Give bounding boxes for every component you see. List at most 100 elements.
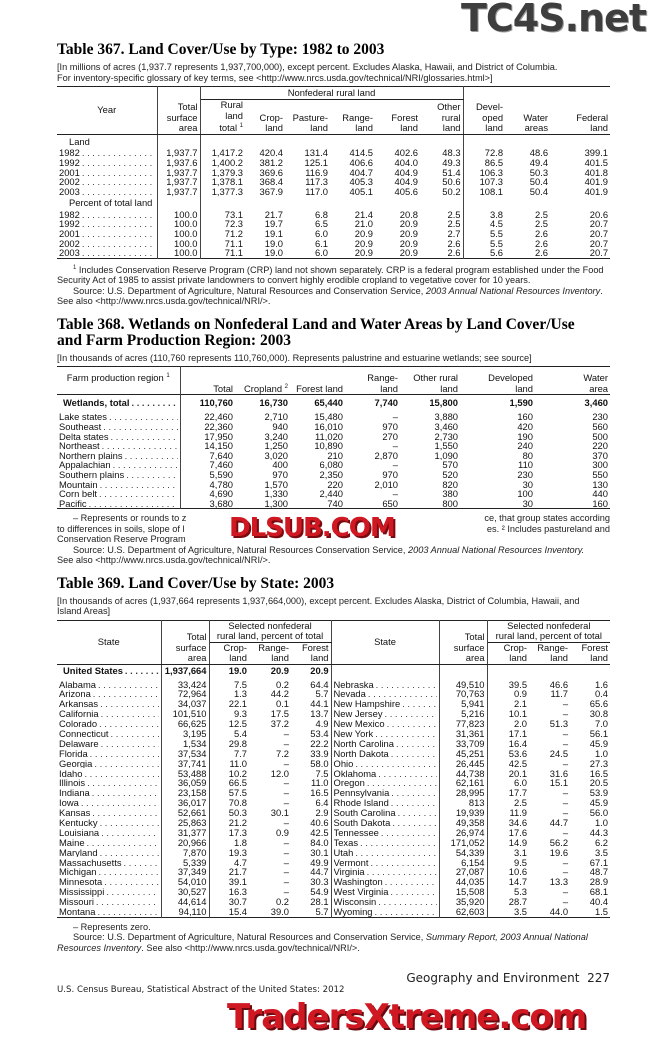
table-cell: – <box>283 778 289 789</box>
row-label-wrap: Mountain. . . . . . . . . . . . . . . . … <box>59 480 178 490</box>
table-row: Florida. . . . . . . . . . . . . . . . .… <box>57 748 610 759</box>
row-label-wrap: Georgia. . . . . . . . . . . . . . . . .… <box>59 759 159 769</box>
row-label: North Carolina. . . . . . . . . . . . . … <box>331 738 440 749</box>
table-row: Appalachian. . . . . . . . . . . . . . .… <box>57 460 610 470</box>
table-cell: 20.8 <box>399 209 418 220</box>
table-cell: 404.9 <box>394 167 418 178</box>
source-link[interactable]: . See also <http://www.nrcs.usda.gov/tec… <box>57 285 603 307</box>
dot-leader: . . . . . . . . . . . . . . . . . . . . … <box>366 867 437 878</box>
table-cell: 7.0 <box>594 718 609 729</box>
row-label: Northeast. . . . . . . . . . . . . . . .… <box>57 441 181 451</box>
table-367-note: [In millions of acres (1,937.7 represent… <box>57 62 610 83</box>
row-label: Pennsylvania. . . . . . . . . . . . . . … <box>331 788 440 799</box>
us-total-row: United States. . . . . . . . . . . . . .… <box>57 664 610 678</box>
dot-leader: . . . . . . . . . . . . . . . . . . . . … <box>390 887 436 897</box>
row-label-wrap: New Hampshire. . . . . . . . . . . . . .… <box>334 699 437 709</box>
source-link[interactable]: . See also <http://www.nrcs.usda.gov/tec… <box>141 942 360 953</box>
section-row: Land <box>57 134 610 149</box>
row-label-wrap: Maryland. . . . . . . . . . . . . . . . … <box>59 848 159 858</box>
table-cell: 21.7 <box>228 867 247 878</box>
source-link[interactable]: See also <http://www.nrcs.usda.gov/techn… <box>57 555 271 566</box>
row-label-text: 2001 <box>59 167 80 178</box>
row-label: New Mexico. . . . . . . . . . . . . . . … <box>331 718 440 729</box>
empty-cell <box>200 197 245 210</box>
row-label: West Virginia. . . . . . . . . . . . . .… <box>331 887 440 898</box>
table-cell: 220 <box>592 441 608 451</box>
row-label-text: Nevada <box>333 689 366 700</box>
row-label-text: 2002 <box>59 238 80 249</box>
table-cell: 70.8 <box>228 798 247 808</box>
table-row: 2002. . . . . . . . . . . . . . . . . . … <box>57 238 610 249</box>
table-cell: 73.1 <box>224 209 243 220</box>
table-cell: 106.3 <box>479 167 504 178</box>
table-cell: 21.7 <box>264 209 283 220</box>
row-label: Southeast. . . . . . . . . . . . . . . .… <box>57 421 181 432</box>
empty-cell <box>375 134 420 148</box>
table-cell: 48.6 <box>529 148 549 158</box>
table-cell: 49,358 <box>439 817 488 828</box>
table-cell: 20.9 <box>399 238 418 249</box>
table-cell: 160 <box>517 411 533 422</box>
table-cell: 381.2 <box>259 157 283 168</box>
table-cell: 20.9 <box>354 238 373 249</box>
row-label-text: Rhode Island <box>333 798 389 808</box>
dot-leader: . . . . . . . . . . . . . . . . . . . . … <box>86 837 159 848</box>
header-total: Total <box>213 382 233 394</box>
row-label-text: Delta states <box>59 431 109 442</box>
table-cell: 10.2 <box>228 768 247 779</box>
dot-leader: . . . . . . . . . . . . . . . . . . . . … <box>375 679 437 690</box>
table-row: Southern plains. . . . . . . . . . . . .… <box>57 469 610 480</box>
row-label-text: Southern plains <box>59 469 125 480</box>
table-row: Connecticut. . . . . . . . . . . . . . .… <box>57 728 610 739</box>
table-cell: 44.7 <box>549 817 569 828</box>
row-label-wrap: West Virginia. . . . . . . . . . . . . .… <box>334 887 437 897</box>
dot-leader: . . . . . . . . . . . . . . . . . . . . … <box>384 877 437 887</box>
table-cell: 100.0 <box>157 209 201 220</box>
table-cell: 399.1 <box>584 148 609 158</box>
table-row: Colorado. . . . . . . . . . . . . . . . … <box>57 718 610 729</box>
table-cell: 5,941 <box>439 699 488 710</box>
table-cell: – <box>562 887 569 898</box>
table-cell: 400 <box>272 460 288 470</box>
source-title: 2003 Annual National Resources Inventory… <box>407 544 585 555</box>
empty-cell <box>550 134 610 148</box>
table-cell: – <box>562 788 569 799</box>
row-label-text: Utah <box>333 847 354 858</box>
dot-leader: . . . . . . . . . . . . . . . . . . . . … <box>106 887 158 897</box>
table-cell: 30,527 <box>161 887 210 898</box>
dot-leader: . . . . . . . . . . . . . . . . . . . . … <box>395 738 437 749</box>
table-cell: 100.0 <box>157 219 201 229</box>
row-label-text: 1992 <box>59 219 80 229</box>
table-cell: 6.1 <box>314 238 328 249</box>
table-cell: – <box>283 728 289 739</box>
empty-cell <box>463 134 505 148</box>
row-label: Colorado. . . . . . . . . . . . . . . . … <box>57 718 162 729</box>
table-cell: 37,534 <box>161 748 210 759</box>
row-label-text: Virginia <box>333 867 365 878</box>
footnote-zero: – Represents zero. <box>73 921 151 932</box>
table-cell: 16,730 <box>259 396 288 408</box>
row-label-wrap: 2003. . . . . . . . . . . . . . . . . . … <box>59 187 155 197</box>
header-forest: Forest land <box>391 111 418 134</box>
section-name: Geography and Environment <box>406 971 580 985</box>
table-row: Montana. . . . . . . . . . . . . . . . .… <box>57 906 611 917</box>
footnote-fragment: ce, that group states according <box>484 513 610 524</box>
table-cell: 11.7 <box>550 689 569 700</box>
table-cell: 20.9 <box>399 219 418 229</box>
row-label: Nebraska. . . . . . . . . . . . . . . . … <box>331 677 440 690</box>
table-cell: 7.7 <box>233 748 247 759</box>
table-cell: – <box>392 441 398 451</box>
row-label: Northern plains. . . . . . . . . . . . .… <box>57 450 181 461</box>
row-label-text: South Carolina <box>333 808 396 818</box>
row-label-wrap: Oregon. . . . . . . . . . . . . . . . . … <box>334 778 437 788</box>
table-cell: 31.6 <box>549 768 569 779</box>
row-label-text: Tennessee <box>333 827 379 838</box>
table-cell: – <box>283 867 289 878</box>
row-label-wrap: 2002. . . . . . . . . . . . . . . . . . … <box>59 239 155 249</box>
empty-cell <box>375 197 420 210</box>
table-cell: 6.0 <box>513 778 528 789</box>
table-cell: 53.9 <box>589 788 609 799</box>
row-label-wrap: Connecticut. . . . . . . . . . . . . . .… <box>59 729 159 739</box>
dot-leader: . . . . . . . . . . . . . . . . . . . . … <box>81 219 155 229</box>
table-cell: 1,937.7 <box>157 148 201 158</box>
